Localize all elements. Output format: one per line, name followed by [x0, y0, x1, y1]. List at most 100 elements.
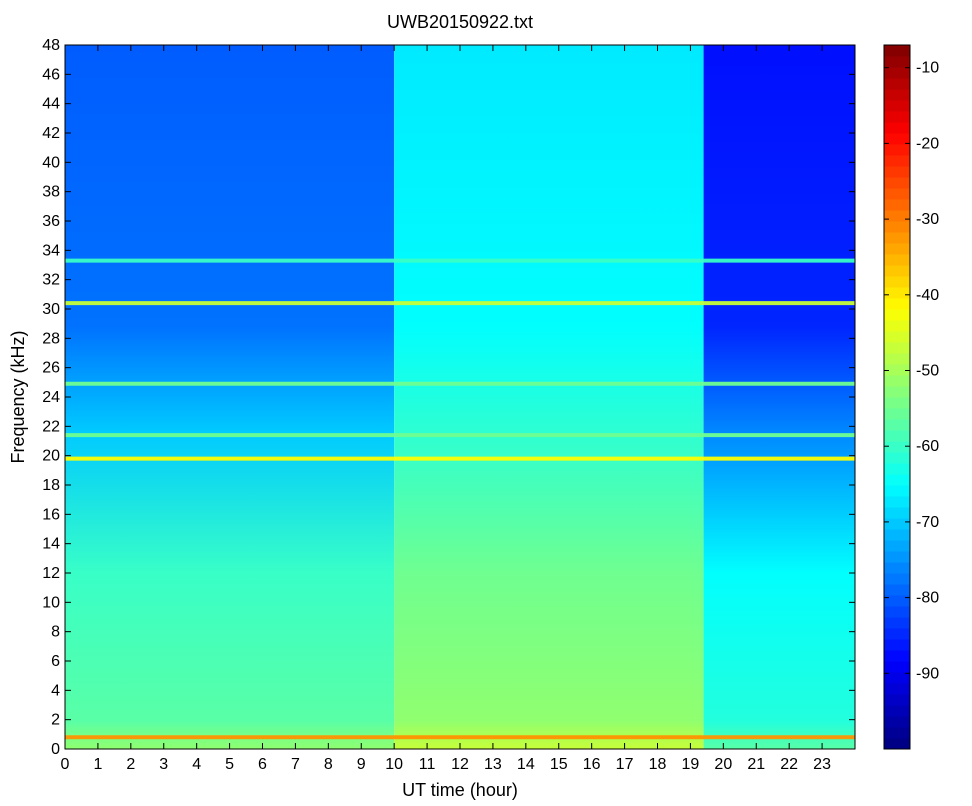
- y-tick-label: 38: [42, 184, 60, 201]
- colorbar-swatch: [884, 199, 910, 211]
- colorbar-swatch: [884, 78, 910, 90]
- y-tick-label: 26: [42, 360, 60, 377]
- colorbar-swatch: [884, 122, 910, 134]
- y-tick-label: 12: [42, 565, 60, 582]
- colorbar-swatch: [884, 727, 910, 739]
- colorbar-swatch: [884, 309, 910, 321]
- x-tick-label: 1: [93, 756, 102, 773]
- time-segment: [65, 45, 395, 749]
- colorbar-tick-label: -10: [916, 60, 939, 77]
- x-tick-label: 5: [225, 756, 234, 773]
- chart-title: UWB20150922.txt: [387, 12, 533, 32]
- y-tick-label: 8: [51, 624, 60, 641]
- colorbar-swatch: [884, 144, 910, 156]
- y-tick-label: 48: [42, 37, 60, 54]
- x-tick-label: 20: [714, 756, 732, 773]
- colorbar-swatch: [884, 419, 910, 431]
- colorbar-swatch: [884, 452, 910, 464]
- colorbar-tick-label: -30: [916, 211, 939, 228]
- colorbar-swatch: [884, 56, 910, 68]
- colorbar-swatch: [884, 529, 910, 541]
- colorbar-swatch: [884, 111, 910, 123]
- y-tick-label: 4: [51, 682, 60, 699]
- y-tick-label: 24: [42, 389, 60, 406]
- colorbar-swatch: [884, 639, 910, 651]
- colorbar-swatch: [884, 562, 910, 574]
- y-tick-label: 32: [42, 272, 60, 289]
- time-segment: [703, 45, 855, 749]
- y-tick-label: 44: [42, 96, 60, 113]
- colorbar-swatch: [884, 166, 910, 178]
- colorbar-swatch: [884, 276, 910, 288]
- colorbar-swatch: [884, 705, 910, 717]
- colorbar-swatch: [884, 518, 910, 530]
- colorbar-swatch: [884, 694, 910, 706]
- colorbar-swatch: [884, 408, 910, 420]
- colorbar-swatch: [884, 265, 910, 277]
- colorbar-swatch: [884, 595, 910, 607]
- colorbar-swatch: [884, 386, 910, 398]
- colorbar-swatch: [884, 221, 910, 233]
- colorbar-swatch: [884, 353, 910, 365]
- y-tick-label: 22: [42, 418, 60, 435]
- time-segment: [394, 45, 704, 749]
- colorbar-swatch: [884, 540, 910, 552]
- x-tick-label: 4: [192, 756, 201, 773]
- x-tick-label: 13: [484, 756, 502, 773]
- y-tick-label: 28: [42, 330, 60, 347]
- x-tick-label: 15: [550, 756, 568, 773]
- colorbar-swatch: [884, 507, 910, 519]
- colorbar-swatch: [884, 331, 910, 343]
- x-tick-label: 3: [159, 756, 168, 773]
- x-tick-label: 8: [324, 756, 333, 773]
- colorbar: [884, 45, 910, 750]
- x-tick-label: 10: [385, 756, 403, 773]
- colorbar-swatch: [884, 463, 910, 475]
- y-tick-label: 14: [42, 536, 60, 553]
- x-tick-label: 22: [780, 756, 798, 773]
- x-tick-label: 18: [649, 756, 667, 773]
- y-axis: 0246810121416182022242628303234363840424…: [42, 37, 855, 758]
- colorbar-swatch: [884, 243, 910, 255]
- y-tick-label: 36: [42, 213, 60, 230]
- colorbar-tick-label: -70: [916, 514, 939, 531]
- colorbar-swatch: [884, 430, 910, 442]
- colorbar-swatch: [884, 716, 910, 728]
- y-tick-label: 46: [42, 66, 60, 83]
- colorbar-swatch: [884, 232, 910, 244]
- colorbar-swatch: [884, 254, 910, 266]
- x-tick-label: 11: [419, 756, 436, 773]
- colorbar-frame: [883, 44, 911, 750]
- colorbar-swatch: [884, 617, 910, 629]
- y-tick-label: 30: [42, 301, 60, 318]
- colorbar-swatch: [884, 287, 910, 299]
- colorbar-swatch: [884, 320, 910, 332]
- colorbar-swatch: [884, 441, 910, 453]
- colorbar-swatch: [884, 298, 910, 310]
- colorbar-tick-label: -60: [916, 438, 939, 455]
- colorbar-swatch: [884, 375, 910, 387]
- colorbar-swatch: [884, 738, 910, 750]
- x-tick-label: 2: [126, 756, 135, 773]
- x-tick-label: 19: [682, 756, 700, 773]
- x-tick-label: 17: [616, 756, 634, 773]
- x-tick-label: 21: [747, 756, 765, 773]
- y-tick-label: 16: [42, 506, 60, 523]
- colorbar-swatch: [884, 188, 910, 200]
- colorbar-tick-label: -40: [916, 287, 939, 304]
- y-tick-label: 10: [42, 594, 60, 611]
- colorbar-swatch: [884, 89, 910, 101]
- colorbar-swatch: [884, 342, 910, 354]
- colorbar-swatch: [884, 100, 910, 112]
- x-tick-label: 9: [357, 756, 366, 773]
- x-tick-label: 0: [61, 756, 70, 773]
- colorbar-swatch: [884, 155, 910, 167]
- y-tick-label: 0: [51, 741, 60, 758]
- colorbar-swatch: [884, 133, 910, 145]
- colorbar-swatch: [884, 683, 910, 695]
- colorbar-swatch: [884, 177, 910, 189]
- x-axis-title: UT time (hour): [402, 780, 518, 800]
- y-axis-title: Frequency (kHz): [8, 330, 28, 463]
- colorbar-swatch: [884, 606, 910, 618]
- y-tick-label: 42: [42, 125, 60, 142]
